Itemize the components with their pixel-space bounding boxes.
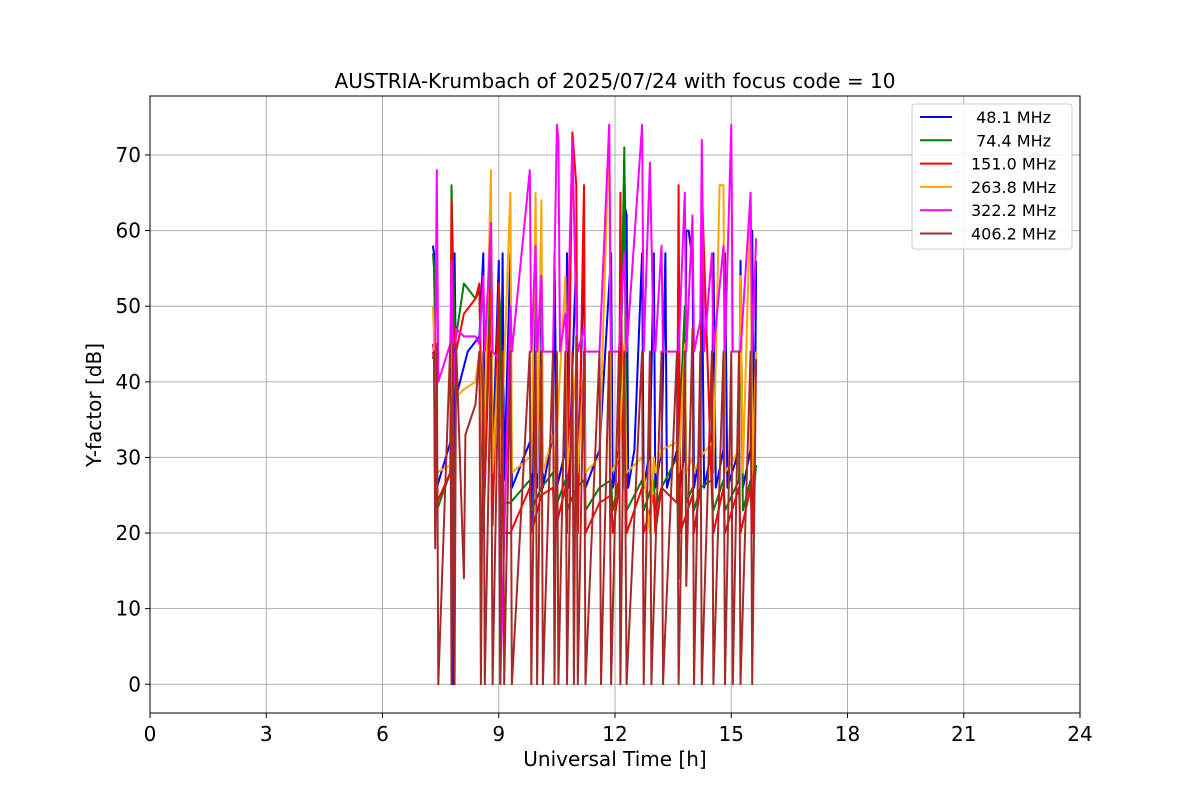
x-tick-label: 9	[492, 722, 505, 746]
x-axis-label: Universal Time [h]	[523, 747, 706, 771]
y-tick-label: 10	[116, 597, 141, 621]
y-tick-label: 60	[116, 219, 141, 243]
series-line-5	[431, 327, 758, 686]
y-tick-label: 70	[116, 143, 141, 167]
y-tick-label: 50	[116, 294, 141, 318]
x-tick-label: 24	[1067, 722, 1092, 746]
legend-label: 322.2 MHz	[971, 201, 1056, 220]
legend-label: 263.8 MHz	[971, 178, 1056, 197]
legend: 48.1 MHz 74.4 MHz 151.0 MHz 263.8 MHz 322.2…	[911, 103, 1073, 250]
x-axis: 0 3 6 9 12 15 18 21 24	[144, 713, 1093, 746]
legend-label: 74.4 MHz	[971, 131, 1051, 150]
y-axis-label: Y-factor [dB]	[82, 343, 106, 468]
legend-label: 48.1 MHz	[971, 108, 1051, 127]
y-tick-label: 20	[116, 521, 141, 545]
plot-area	[431, 123, 758, 686]
x-tick-label: 21	[951, 722, 976, 746]
chart-title: AUSTRIA-Krumbach of 2025/07/24 with focu…	[335, 69, 896, 93]
y-tick-label: 40	[116, 370, 141, 394]
x-tick-label: 15	[719, 722, 744, 746]
y-tick-label: 30	[116, 445, 141, 469]
x-tick-label: 0	[144, 722, 157, 746]
y-tick-label: 0	[128, 672, 141, 696]
x-tick-label: 3	[260, 722, 273, 746]
x-tick-label: 6	[376, 722, 389, 746]
legend-label: 406.2 MHz	[971, 225, 1056, 244]
series-line-4	[431, 123, 758, 686]
y-axis: 0 10 20 30 40 50 60 70	[116, 143, 150, 696]
legend-label: 151.0 MHz	[971, 155, 1056, 174]
x-tick-label: 12	[602, 722, 627, 746]
x-tick-label: 18	[835, 722, 860, 746]
